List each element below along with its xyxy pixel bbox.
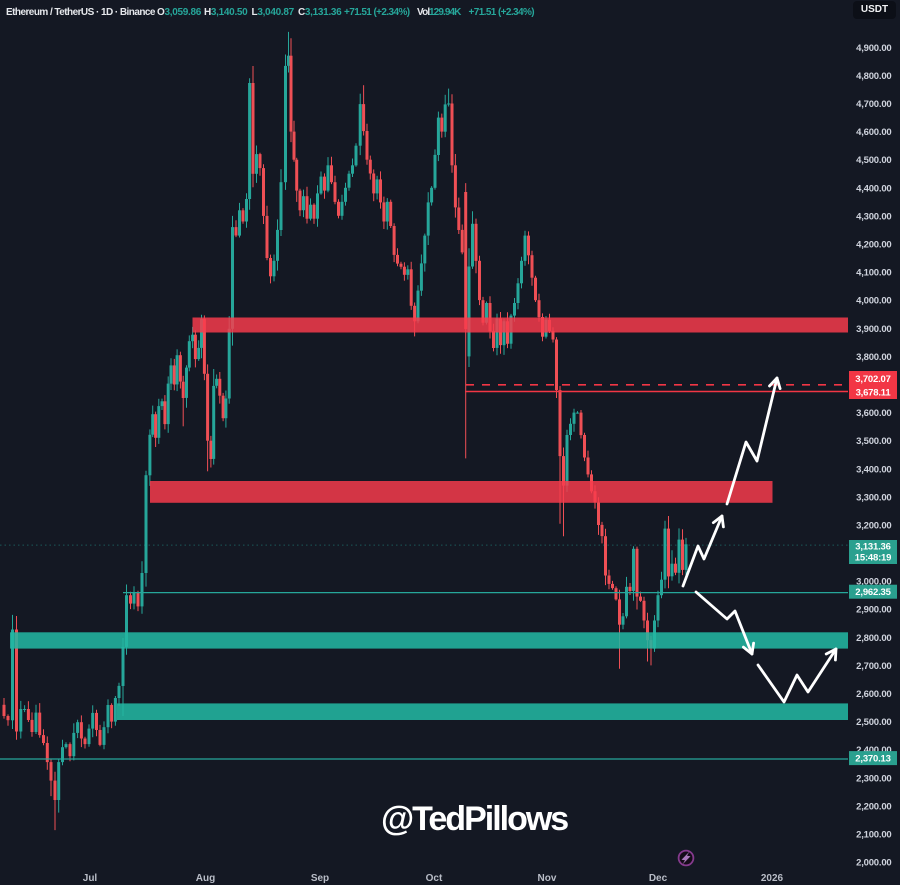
- svg-text:3,702.07: 3,702.07: [855, 374, 890, 385]
- svg-text:4,200.00: 4,200.00: [856, 240, 891, 251]
- svg-text:2,200.00: 2,200.00: [856, 801, 891, 812]
- svg-text:Jul: Jul: [83, 873, 98, 884]
- svg-text:2,700.00: 2,700.00: [856, 661, 891, 672]
- svg-text:4,800.00: 4,800.00: [856, 71, 891, 82]
- svg-text:4,700.00: 4,700.00: [856, 99, 891, 110]
- svg-text:Aug: Aug: [196, 873, 215, 884]
- svg-text:4,900.00: 4,900.00: [856, 43, 891, 54]
- svg-text:3,600.00: 3,600.00: [856, 408, 891, 419]
- svg-text:2,900.00: 2,900.00: [856, 605, 891, 616]
- svg-text:2,300.00: 2,300.00: [856, 773, 891, 784]
- svg-text:2,000.00: 2,000.00: [856, 858, 891, 869]
- svg-text:3,900.00: 3,900.00: [856, 324, 891, 335]
- svg-text:4,400.00: 4,400.00: [856, 183, 891, 194]
- svg-text:2,500.00: 2,500.00: [856, 717, 891, 728]
- svg-text:3,800.00: 3,800.00: [856, 352, 891, 363]
- svg-text:Nov: Nov: [538, 873, 557, 884]
- svg-text:3,000.00: 3,000.00: [856, 577, 891, 588]
- svg-text:2,400.00: 2,400.00: [856, 745, 891, 756]
- svg-text:4,600.00: 4,600.00: [856, 127, 891, 138]
- svg-text:2,100.00: 2,100.00: [856, 830, 891, 841]
- svg-text:2,600.00: 2,600.00: [856, 689, 891, 700]
- svg-text:4,300.00: 4,300.00: [856, 211, 891, 222]
- svg-text:2026: 2026: [761, 873, 784, 884]
- svg-text:3,300.00: 3,300.00: [856, 492, 891, 503]
- svg-text:3,400.00: 3,400.00: [856, 464, 891, 475]
- svg-text:3,131.36: 3,131.36: [855, 542, 890, 553]
- svg-text:3,678.11: 3,678.11: [856, 388, 892, 399]
- svg-text:2,370.13: 2,370.13: [855, 754, 890, 765]
- svg-text:4,100.00: 4,100.00: [856, 268, 891, 279]
- svg-text:Oct: Oct: [426, 873, 443, 884]
- svg-text:2,800.00: 2,800.00: [856, 633, 891, 644]
- svg-text:15:48:19: 15:48:19: [855, 553, 891, 564]
- svg-text:3,200.00: 3,200.00: [856, 520, 891, 531]
- svg-text:2,962.35: 2,962.35: [855, 587, 891, 598]
- svg-text:3,500.00: 3,500.00: [856, 436, 891, 447]
- svg-text:Dec: Dec: [649, 873, 668, 884]
- svg-text:4,500.00: 4,500.00: [856, 155, 891, 166]
- svg-text:4,000.00: 4,000.00: [856, 296, 891, 307]
- svg-text:Sep: Sep: [311, 873, 329, 884]
